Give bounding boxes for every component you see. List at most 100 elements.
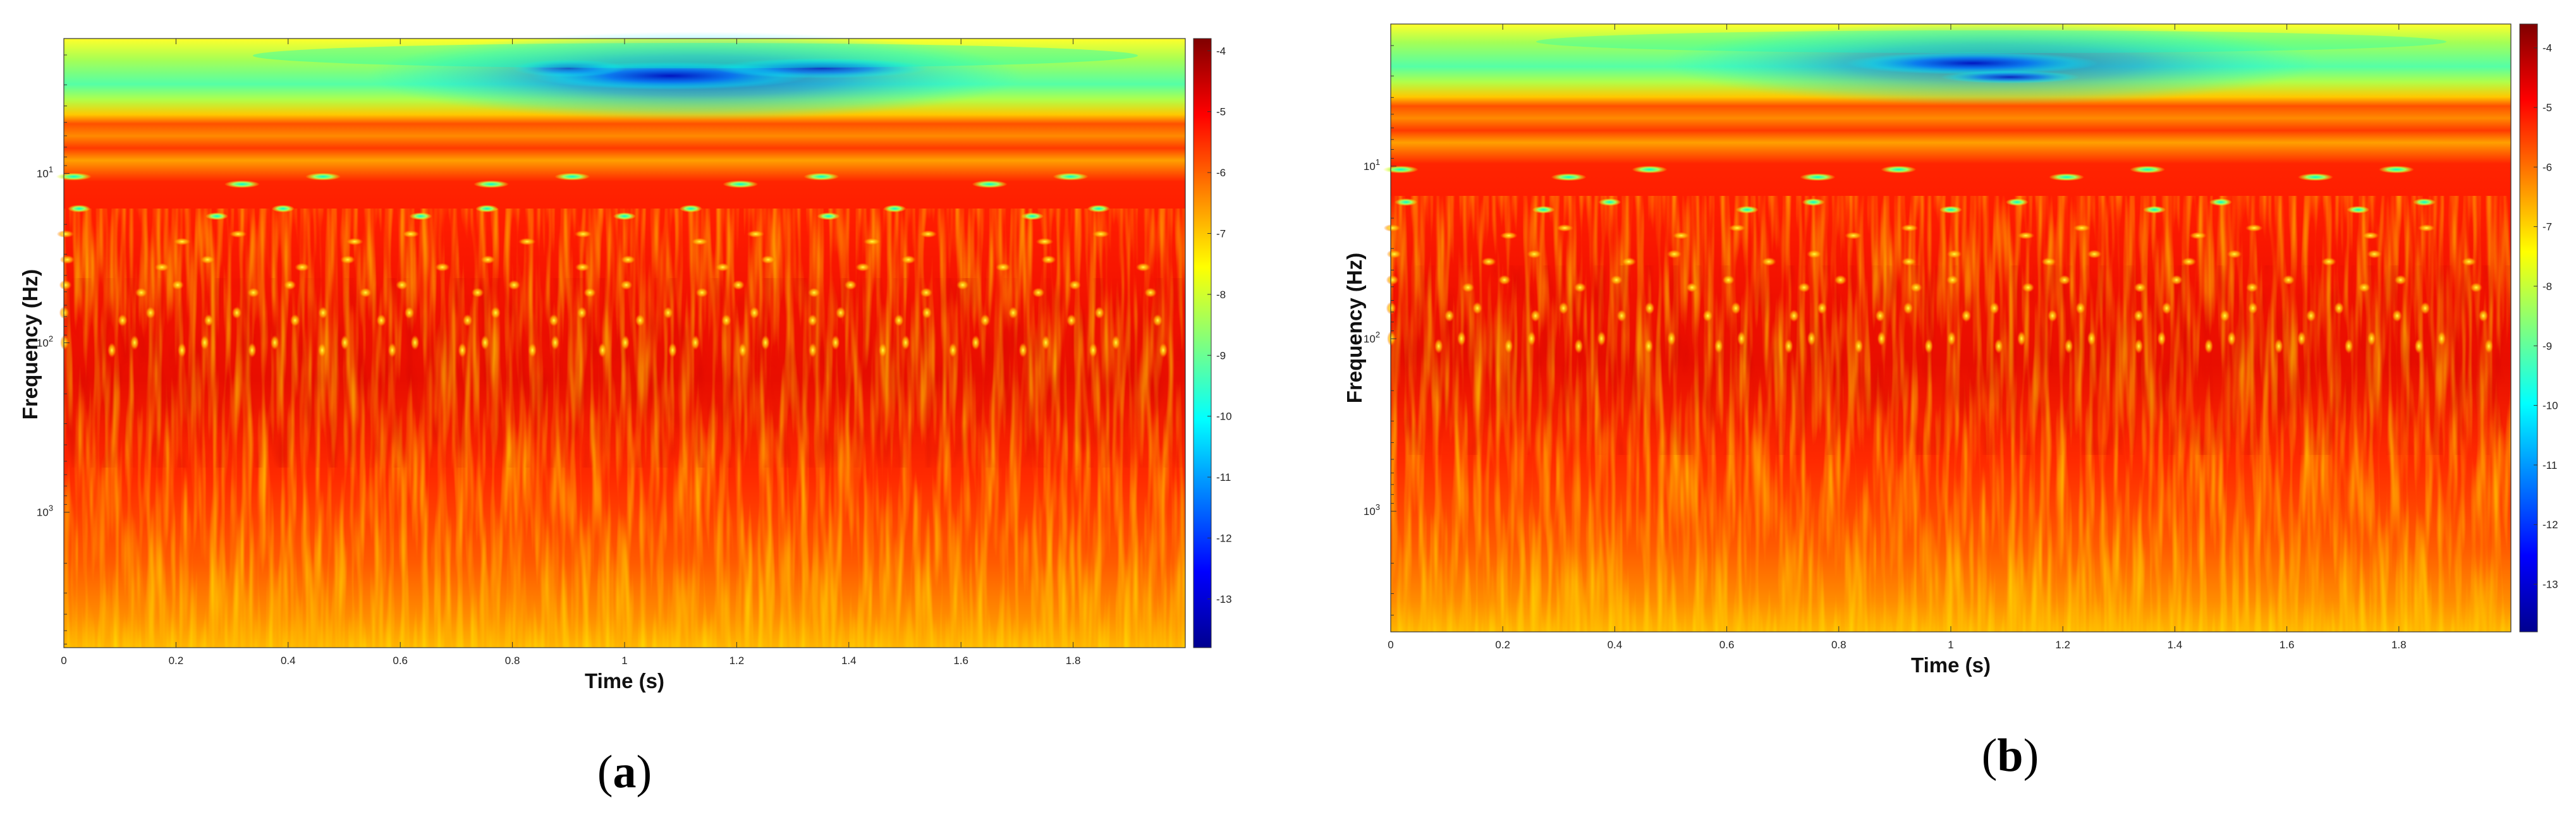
harmonic-spot [1644,338,1654,354]
harmonic-spot [2297,173,2333,181]
harmonic-spot [173,238,191,246]
harmonic-spot [807,314,818,327]
harmonic-spot [2394,275,2407,286]
harmonic-spot [1961,309,1972,322]
harmonic-spot [1875,309,1886,322]
harmonic-spot [1041,255,1056,264]
harmonic-spot [1135,262,1151,272]
harmonic-spot [1144,287,1157,298]
harmonic-spot [1621,257,1637,267]
harmonic-spot [2392,309,2403,322]
harmonic-spot [1089,342,1098,358]
harmonic-spot [1434,338,1443,354]
harmonic-spot [2022,282,2035,293]
x-tick-label: 1.2 [729,655,745,667]
harmonic-spot [1946,250,1962,259]
panel-label-a: (a) [597,746,652,798]
harmonic-spot [803,172,839,181]
harmonic-spot [2461,257,2477,267]
harmonic-spot [893,314,904,327]
x-tick-label: 1.8 [2391,639,2407,651]
harmonic-spot [1667,330,1676,346]
harmonic-spot [1672,231,1690,239]
panel-b: 0 0.2 0.4 0.6 0.8 1 1.2 1.4 1.6 1.8 101 102 103 Tim… [1343,21,2558,782]
harmonic-spot [171,280,185,291]
harmonic-spot [1797,282,1810,293]
harmonic-spot [1666,250,1682,259]
harmonic-spot [1532,205,1555,214]
harmonic-spot [475,205,499,213]
x-tick-label: 0 [61,655,66,667]
harmonic-spot [574,230,592,238]
harmonic-spot [229,230,247,238]
colorbar-tick-label: -10 [1216,411,1232,423]
harmonic-spot [56,172,92,181]
colorbar-tick-label: -13 [1216,593,1232,605]
x-tick-label: 0.4 [1608,639,1623,651]
x-axis-a: 0 0.2 0.4 0.6 0.8 1 1.2 1.4 1.6 1.8 [61,39,1080,667]
harmonic-spot [980,314,991,327]
harmonic-spot [1802,198,1825,206]
harmonic-spot [760,335,770,351]
harmonic-spot [145,306,156,320]
harmonic-spot [1481,257,1497,267]
colorbar-tick-label: -7 [2542,221,2552,233]
heatmap-b-harmonic-spots [1383,166,2494,354]
harmonic-spot [972,180,1008,188]
harmonic-spot [1008,306,1018,320]
heatmap-a-texture [64,209,1185,648]
harmonic-spot [2161,301,2172,315]
harmonic-spot [749,306,760,320]
colorbar-a [1193,38,1212,648]
harmonic-spot [835,306,846,320]
harmonic-spot [56,230,75,238]
harmonic-spot [2041,257,2057,267]
harmonic-spot [1386,301,1396,315]
harmonic-spot [2073,224,2091,232]
harmonic-spot [1807,330,1816,346]
harmonic-spot [1444,309,1455,322]
harmonic-spot [409,212,432,221]
harmonic-spot [2017,231,2035,239]
harmonic-spot [808,342,817,358]
harmonic-spot [204,314,214,327]
harmonic-spot [1021,212,1044,221]
harmonic-spot [2414,338,2424,354]
harmonic-spot [690,335,700,351]
harmonic-spot [1527,250,1542,259]
x-tick-label: 1 [1948,639,1953,651]
x-tick-label: 1 [621,655,627,667]
harmonic-spot [2378,166,2414,174]
harmonic-spot [721,314,732,327]
y-tick-label: 102 [37,334,53,349]
harmonic-spot [2413,198,2436,206]
harmonic-spot [224,180,260,188]
heatmap-a-low-power-region [253,32,1138,120]
harmonic-spot [1800,173,1836,181]
x-axis-title-b: Time (s) [1911,653,1991,677]
harmonic-spot [1032,287,1045,298]
harmonic-spot [760,255,776,264]
harmonic-spot [528,342,537,358]
colorbar-tick-label: -8 [2542,281,2552,293]
harmonic-spot [1462,282,1475,293]
harmonic-spot [1152,314,1163,327]
harmonic-spot [1383,166,1419,174]
harmonic-spot [883,205,906,213]
harmonic-spot [620,280,633,291]
harmonic-spot [2478,309,2489,322]
harmonic-spot [620,255,636,264]
harmonic-spot [855,262,870,272]
harmonic-spot [2134,338,2144,354]
harmonic-spot [2245,282,2259,293]
harmonic-spot [2047,309,2058,322]
harmonic-spot [247,287,260,298]
colorbar-tick-label: -6 [2542,161,2552,173]
harmonic-spot [1644,301,1655,315]
harmonic-spot [345,238,363,246]
harmonic-spot [1939,205,1962,214]
harmonic-spot [200,335,209,351]
harmonic-spot [1598,198,1621,206]
harmonic-spot [2297,330,2306,346]
harmonic-spot [1616,309,1627,322]
